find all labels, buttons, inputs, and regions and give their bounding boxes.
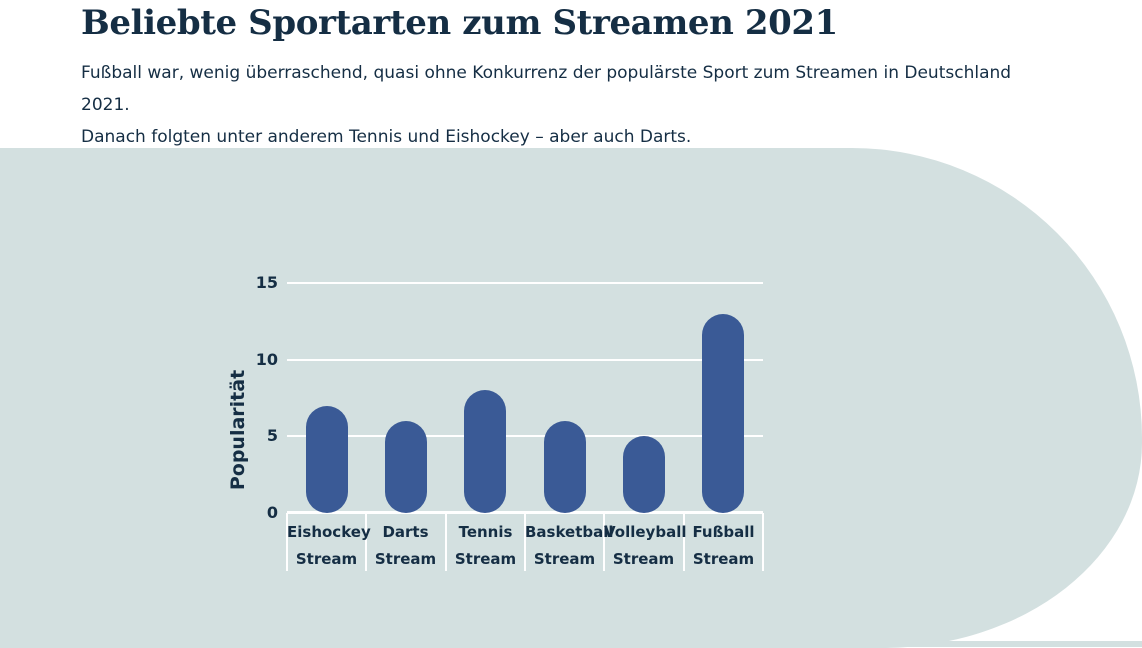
category-separator [683,513,685,571]
x-label-line1: Tennis [458,523,513,541]
bar-basketball-stream [544,421,586,513]
gridline-5 [287,435,763,437]
page-subtitle-line2: Danach folgten unter anderem Tennis und … [81,127,692,147]
category-separator [524,513,526,571]
x-label-line2: Stream [533,550,596,568]
x-label-line2: Stream [454,550,517,568]
category-separator [603,513,605,571]
bar-eishockey-stream [306,406,348,513]
x-label-darts-stream: Darts Stream [366,519,445,573]
x-label-eishockey-stream: Eishockey Stream [287,519,371,573]
category-separator [445,513,447,571]
x-label-line1: Eishockey [287,523,371,541]
x-label-fussball-stream: Fußball Stream [684,519,763,573]
header: Beliebte Sportarten zum Streamen 2021 Fu… [81,0,1061,153]
bottom-section-edge [0,641,1142,647]
x-label-line1: Volleyball [604,523,687,541]
x-label-line1: Darts [382,523,429,541]
y-tick-5: 5 [266,426,278,445]
gridline-15 [287,282,763,284]
category-separator [286,513,288,571]
category-separator [762,513,764,571]
x-label-line1: Basketball [525,523,614,541]
category-separator [365,513,367,571]
bar-tennis-stream [464,390,506,513]
x-label-volleyball-stream: Volleyball Stream [604,519,687,573]
page-subtitle-line1: Fußball war, wenig überraschend, quasi o… [81,63,1012,115]
plot-area: Popularität 0 5 10 15 Eishockey Stream Darts St… [227,273,764,571]
bar-volleyball-stream [623,436,665,513]
bar-darts-stream [385,421,427,513]
x-label-basketball-stream: Basketball Stream [525,519,614,573]
y-tick-10: 10 [255,350,278,369]
y-tick-0: 0 [266,503,278,522]
gridline-10 [287,359,763,361]
x-label-line2: Stream [295,550,358,568]
bar-fussball-stream [702,314,744,513]
x-axis-line [287,511,763,514]
x-label-line1: Fußball [692,523,755,541]
page-title: Beliebte Sportarten zum Streamen 2021 [81,3,838,43]
x-label-line2: Stream [612,550,675,568]
x-label-line2: Stream [692,550,755,568]
chart-panel [0,148,1142,648]
y-tick-15: 15 [255,273,278,292]
x-label-line2: Stream [374,550,437,568]
x-label-tennis-stream: Tennis Stream [446,519,525,573]
